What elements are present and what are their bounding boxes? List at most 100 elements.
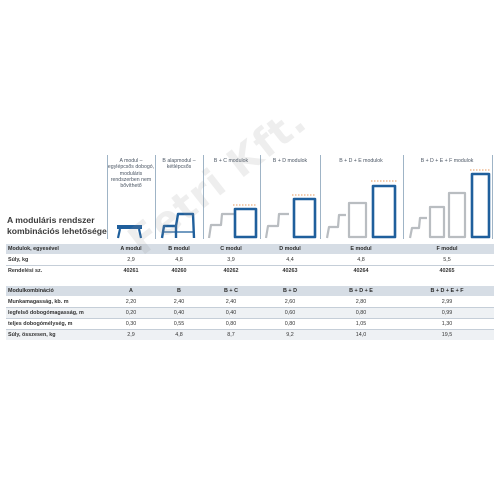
heading-line: B + C modulok bbox=[213, 158, 249, 164]
row-label: Munkamagasság, kb. m bbox=[8, 299, 69, 305]
heading-line: B + D + E + F modulok bbox=[420, 158, 474, 164]
table-cell: 19,5 bbox=[441, 332, 453, 338]
table-cell: 0,40 bbox=[173, 310, 185, 316]
row-divider bbox=[6, 307, 494, 308]
table-cell: 0,80 bbox=[284, 321, 296, 327]
table-cell: 2,60 bbox=[284, 299, 296, 305]
title-line-1: A moduláris rendszer bbox=[7, 215, 95, 225]
table-cell: 2,9 bbox=[127, 332, 135, 338]
column-divider bbox=[203, 155, 204, 239]
table-cell: 0,60 bbox=[284, 310, 296, 316]
row-label: Modulok, egyesével bbox=[8, 246, 59, 252]
column-divider bbox=[403, 155, 404, 239]
table-cell: E modul bbox=[350, 246, 372, 252]
table-row: Súly, kg 2,9 4,8 3,9 4,4 4,8 5,5 bbox=[6, 255, 494, 265]
table-cell: 40260 bbox=[171, 268, 187, 274]
page-title: A moduláris rendszer kombinációs lehetős… bbox=[7, 215, 115, 236]
heading-line: B + D modulok bbox=[272, 158, 308, 164]
table-cell: 9,2 bbox=[286, 332, 294, 338]
table-cell: 40264 bbox=[353, 268, 369, 274]
column-divider bbox=[492, 155, 493, 239]
heading-line: egylépcsős dobogó, bbox=[107, 164, 155, 171]
table-cell: 2,40 bbox=[173, 299, 185, 305]
table-cell: 5,5 bbox=[443, 257, 451, 263]
table-cell: 40262 bbox=[223, 268, 239, 274]
table-cell: 4,8 bbox=[175, 257, 183, 263]
table-cell: 3,9 bbox=[227, 257, 235, 263]
table-cell: 2,9 bbox=[127, 257, 135, 263]
table-cell: 40261 bbox=[123, 268, 139, 274]
table-row: Súly, összesen, kg 2,9 4,8 8,7 9,2 14,0 … bbox=[6, 330, 494, 340]
row-label: legfelső dobogómagasság, m bbox=[8, 310, 84, 316]
table-cell: C modul bbox=[220, 246, 242, 252]
table-cell: 4,4 bbox=[286, 257, 294, 263]
column-heading-bde: B + D + E modulok bbox=[339, 158, 383, 164]
table-cell: 0,80 bbox=[355, 310, 367, 316]
row-label: Súly, kg bbox=[8, 257, 29, 263]
table-cell: B + C bbox=[224, 288, 238, 294]
table-row: legfelső dobogómagasság, m 0,20 0,40 0,4… bbox=[6, 308, 494, 318]
table-row: Modulkombináció A B B + C B + D B + D + … bbox=[6, 286, 494, 296]
table-cell: B + D + E + F bbox=[430, 288, 464, 294]
module-a-illustration bbox=[116, 225, 143, 239]
table-cell: 2,99 bbox=[441, 299, 453, 305]
title-line-2: kombinációs lehetősége bbox=[7, 225, 107, 236]
heading-line: A modul – bbox=[119, 158, 143, 164]
row-label: teljes dobogómélység, m bbox=[8, 321, 73, 327]
heading-line: kétlépcsős bbox=[166, 164, 192, 171]
column-heading-bd: B + D modulok bbox=[273, 158, 307, 164]
column-divider bbox=[320, 155, 321, 239]
table-cell: A modul bbox=[120, 246, 142, 252]
heading-line: bővíthető bbox=[120, 183, 142, 190]
column-heading-bc: B + C modulok bbox=[214, 158, 248, 164]
heading-line: B + D + E modulok bbox=[339, 158, 383, 164]
module-bdef-illustration bbox=[408, 169, 491, 239]
heading-line: B alapmodul – bbox=[162, 158, 196, 164]
table-cell: 0,40 bbox=[225, 310, 237, 316]
row-label: Súly, összesen, kg bbox=[8, 332, 56, 338]
column-divider bbox=[155, 155, 156, 239]
table-row: Modulok, egyesével A modul B modul C mod… bbox=[6, 244, 494, 254]
module-bde-illustration bbox=[325, 180, 397, 239]
heading-line: moduláris bbox=[119, 170, 143, 177]
module-bd-illustration bbox=[264, 194, 317, 239]
column-divider bbox=[107, 155, 108, 239]
table-cell: B + D + E bbox=[349, 288, 373, 294]
column-heading-b: B alapmodul – kétlépcsős bbox=[162, 158, 195, 171]
table-row: Munkamagasság, kb. m 2,20 2,40 2,40 2,60… bbox=[6, 297, 494, 307]
table-cell: 4,8 bbox=[175, 332, 183, 338]
table-cell: B bbox=[177, 288, 181, 294]
table-cell: F modul bbox=[436, 246, 458, 252]
heading-line: rendszerben nem bbox=[110, 176, 152, 183]
row-divider bbox=[6, 318, 494, 319]
table-row: teljes dobogómélység, m 0,30 0,55 0,80 0… bbox=[6, 319, 494, 329]
table-cell: A bbox=[129, 288, 133, 294]
row-label: Rendelési sz. bbox=[8, 268, 43, 274]
table-cell: 2,20 bbox=[125, 299, 137, 305]
module-bc-illustration bbox=[207, 204, 258, 239]
table-cell: 0,20 bbox=[125, 310, 137, 316]
table-cell: 0,55 bbox=[173, 321, 185, 327]
table-cell: 2,40 bbox=[225, 299, 237, 305]
table-cell: 0,99 bbox=[441, 310, 453, 316]
table-cell: D modul bbox=[279, 246, 301, 252]
table-cell: 1,05 bbox=[355, 321, 367, 327]
table-cell: 0,80 bbox=[225, 321, 237, 327]
table-cell: B + D bbox=[283, 288, 297, 294]
table-cell: 2,80 bbox=[355, 299, 367, 305]
column-heading-a: A modul – egylépcsős dobogó, moduláris r… bbox=[108, 158, 154, 189]
table-cell: 8,7 bbox=[227, 332, 235, 338]
table-cell: 4,8 bbox=[357, 257, 365, 263]
table-cell: 14,0 bbox=[355, 332, 367, 338]
module-b-illustration bbox=[160, 212, 196, 239]
row-divider bbox=[6, 265, 494, 266]
column-heading-bdef: B + D + E + F modulok bbox=[421, 158, 474, 164]
row-label: Modulkombináció bbox=[8, 288, 54, 294]
table-cell: 1,30 bbox=[441, 321, 453, 327]
row-divider bbox=[6, 329, 494, 330]
column-divider bbox=[260, 155, 261, 239]
table-cell: 40265 bbox=[439, 268, 455, 274]
table-row: Rendelési sz. 40261 40260 40262 40263 40… bbox=[6, 266, 494, 276]
